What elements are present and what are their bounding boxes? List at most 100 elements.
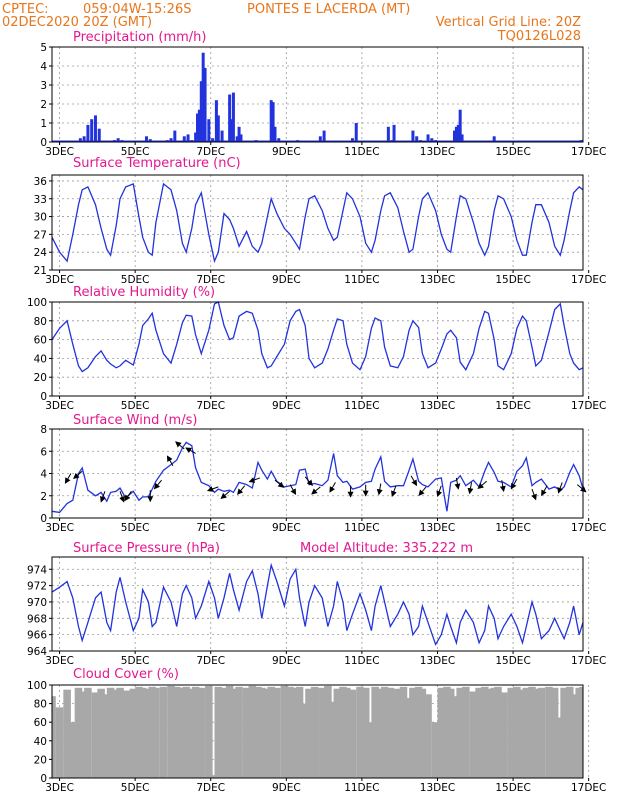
y-tick-label: 40 [34, 353, 47, 365]
wind-arrow [124, 491, 132, 502]
wind-arrow [499, 480, 506, 492]
cloud-bar [507, 687, 515, 778]
header-model: TQ0126L028 [497, 29, 581, 44]
wind-arrow [577, 484, 587, 493]
header-source: CPTEC: [2, 2, 49, 17]
cloud-bar [242, 687, 251, 778]
wind-arrow [185, 447, 196, 454]
precip-bar [269, 100, 273, 142]
cloud-bar [579, 686, 583, 778]
wind-arrow [166, 455, 174, 466]
header-location: PONTES E LACERDA (MT) [247, 2, 410, 17]
cloud-bar [475, 687, 483, 778]
wind-arrow [418, 486, 427, 497]
x-tick-label: 9DEC [272, 400, 301, 412]
pressure-series-line [51, 562, 584, 647]
x-tick-label: 15DEC [495, 274, 530, 286]
y-tick-label: 974 [27, 564, 47, 576]
cloud-bar [437, 687, 446, 778]
precip-bar [182, 136, 186, 142]
precip-bar [173, 130, 177, 142]
cloud-bar [97, 688, 105, 778]
cloud-bar [494, 686, 502, 778]
panel-title-cloud-cover: Cloud Cover (%) [73, 667, 179, 682]
x-tick-label: 9DEC [272, 655, 301, 667]
cloud-bar [78, 691, 87, 778]
precip-bar [228, 94, 232, 142]
precip-bar [86, 124, 90, 142]
wind-arrow [289, 484, 297, 496]
y-tick-label: 80 [34, 699, 47, 711]
cloud-bar [69, 722, 77, 778]
x-tick-label: 3DEC [45, 655, 74, 667]
y-tick-label: 2 [40, 99, 47, 111]
precip-bar [322, 130, 326, 142]
cloud-bar [499, 692, 508, 778]
cloud-bar [318, 687, 327, 778]
precip-bar [220, 130, 224, 142]
cloud-bar [569, 694, 578, 778]
y-tick-label: 27 [34, 229, 47, 241]
cloud-bar [55, 707, 64, 778]
y-tick-label: 4 [40, 61, 47, 73]
x-tick-label: 17DEC [571, 146, 606, 158]
cloud-bar [531, 688, 540, 778]
cloud-bar [84, 687, 92, 778]
cloud-bar [116, 687, 124, 778]
x-tick-label: 5DEC [121, 274, 150, 286]
panel-title-precipitation: Precipitation (mm/h) [73, 30, 206, 45]
wind-arrow [510, 478, 518, 490]
wind-arrow [248, 477, 261, 483]
precip-bar [492, 136, 496, 142]
precip-bar [392, 124, 396, 142]
y-tick-label: 40 [34, 736, 47, 748]
y-tick-label: 2 [40, 491, 47, 503]
panel-title-wind: Surface Wind (m/s) [73, 413, 197, 428]
cloud-bar [235, 686, 243, 778]
cloud-bar [361, 687, 370, 778]
wind-arrow [153, 479, 162, 490]
cloud-bar [205, 685, 213, 778]
cloud-bar [409, 687, 417, 778]
x-tick-label: 7DEC [196, 274, 225, 286]
y-tick-label: 21 [34, 265, 47, 277]
x-tick-label: 9DEC [272, 274, 301, 286]
precip-bar [207, 119, 211, 142]
panel-title-temperature: Surface Temperature (nC) [73, 156, 241, 171]
wind-arrow [531, 488, 537, 501]
panel-frame [51, 46, 584, 143]
cloud-bar [197, 687, 206, 778]
precip-bar [453, 130, 457, 142]
x-tick-label: 9DEC [272, 522, 301, 534]
cloud-bar [386, 687, 395, 778]
cloud-bar [446, 688, 455, 778]
cloud-bar [462, 686, 470, 778]
x-tick-label: 7DEC [196, 400, 225, 412]
precip-bar [318, 136, 322, 142]
panel-temp: 21 24 27 30 33 36 3DEC 5DEC 7DEC 9DEC 11DEC 13DEC 15… [34, 174, 606, 286]
y-tick-label: 0 [40, 391, 47, 403]
x-tick-label: 3DEC [45, 274, 74, 286]
x-tick-label: 3DEC [45, 522, 74, 534]
precip-bar [454, 126, 458, 142]
cloud-bar [394, 688, 402, 778]
y-tick-label: 970 [27, 597, 47, 609]
wind-arrow [304, 476, 313, 487]
wind-arrow [237, 485, 246, 495]
plots-layer: 0 1 2 3 4 5 3DEC 5DEC 7DEC 9DEC 11DEC 13DEC 15DEC 17D… [27, 42, 606, 794]
cloud-bar [380, 686, 389, 778]
precip-bar [411, 130, 415, 142]
wind-arrow [329, 482, 336, 493]
cloud-bar [214, 686, 223, 778]
panel-rh: 0 20 40 60 80 100 3DEC 5DEC 7DEC 9DEC 11DEC 13DEC 15… [27, 297, 606, 412]
y-tick-label: 60 [34, 717, 47, 729]
y-tick-label: 24 [34, 247, 48, 259]
x-tick-label: 17DEC [571, 400, 606, 412]
cloud-bar [91, 692, 100, 778]
wind-arrow [311, 486, 321, 495]
panel-frame [51, 428, 584, 519]
wind-arrow [454, 477, 461, 490]
x-tick-label: 11DEC [344, 655, 379, 667]
cloud-bar [121, 690, 130, 778]
x-tick-label: 9DEC [272, 782, 301, 794]
